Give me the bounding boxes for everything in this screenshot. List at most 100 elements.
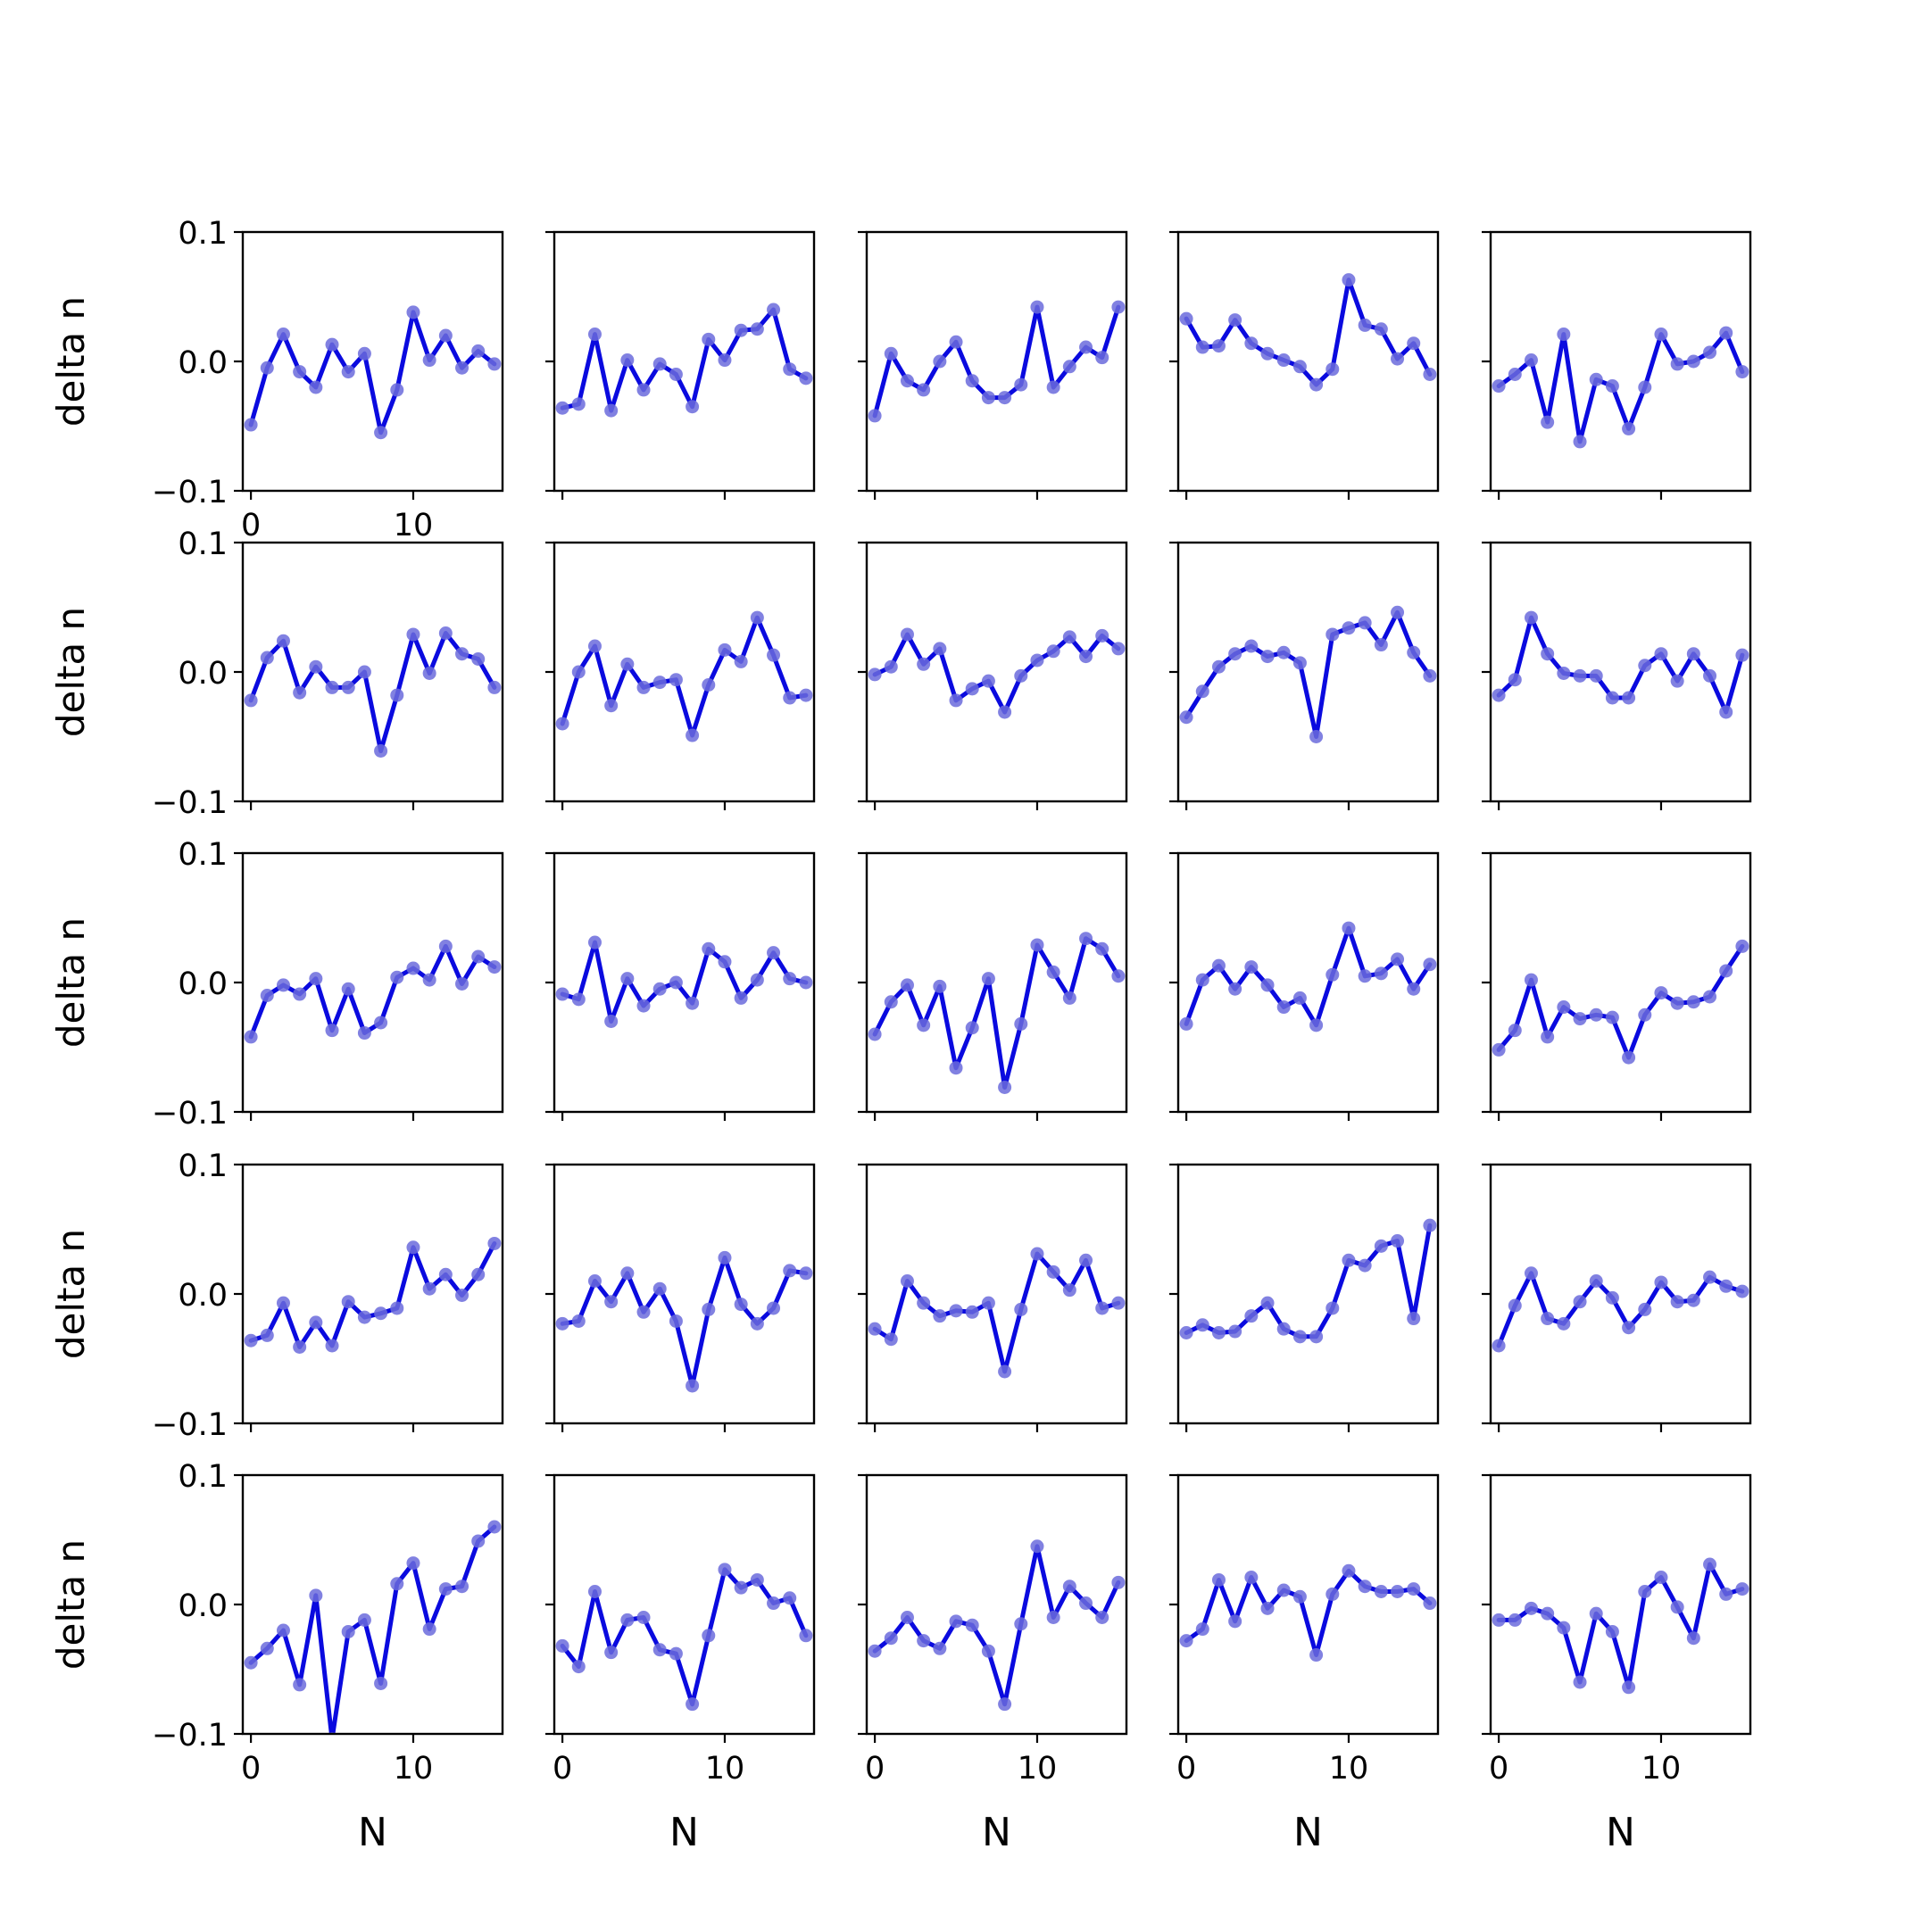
data-point	[652, 357, 667, 371]
data-point	[636, 999, 651, 1013]
data-point	[1423, 1218, 1437, 1232]
data-point	[1541, 1312, 1555, 1326]
data-point	[1557, 1000, 1571, 1015]
data-point	[1111, 969, 1126, 983]
data-point	[669, 368, 683, 381]
data-point	[1423, 958, 1437, 972]
data-point	[1557, 1316, 1571, 1331]
axes-frame	[1489, 541, 1752, 803]
data-point	[1326, 1301, 1340, 1315]
data-point	[1524, 973, 1538, 987]
data-point	[1095, 628, 1109, 643]
data-point	[1342, 273, 1356, 287]
data-point	[900, 627, 914, 642]
data-point	[1703, 345, 1717, 360]
data-point	[374, 1306, 388, 1321]
series-line	[248, 943, 497, 1040]
data-point	[917, 383, 931, 397]
series-group	[244, 1236, 502, 1354]
data-point	[868, 667, 882, 682]
data-point	[1179, 311, 1193, 326]
series-line	[1496, 615, 1745, 715]
data-point	[1211, 1572, 1226, 1587]
data-point	[652, 982, 667, 996]
axes-frame	[865, 541, 1128, 803]
data-point	[357, 1310, 371, 1324]
data-point	[933, 642, 947, 656]
data-point	[1719, 1587, 1733, 1601]
subplot-r0-c2	[858, 230, 1128, 500]
series-line	[560, 1567, 809, 1707]
data-point	[438, 1267, 453, 1281]
axes-frame	[865, 851, 1128, 1114]
data-point	[1391, 352, 1405, 366]
data-point	[884, 1631, 898, 1646]
data-point	[998, 391, 1012, 405]
data-point	[750, 1316, 764, 1331]
data-point	[1622, 1050, 1636, 1065]
data-point	[571, 665, 586, 679]
subplot-r4-c3: 0 10N	[1169, 1473, 1440, 1855]
data-point	[1703, 1270, 1717, 1284]
data-point	[309, 1315, 323, 1330]
series-group	[555, 935, 813, 1028]
y-tick-label: 0.0	[178, 1588, 228, 1624]
axes-frame	[1176, 541, 1440, 803]
data-point	[1423, 1596, 1437, 1611]
data-point	[1292, 991, 1307, 1005]
data-point	[1638, 659, 1652, 673]
data-point	[1079, 650, 1093, 664]
data-point	[587, 639, 602, 653]
data-point	[1735, 365, 1749, 379]
data-point	[1326, 967, 1340, 982]
subplot-r1-c1	[545, 541, 816, 810]
data-point	[390, 970, 404, 984]
data-point	[406, 961, 420, 975]
data-point	[767, 1301, 781, 1315]
data-point	[341, 365, 355, 379]
data-point	[1391, 605, 1405, 619]
data-point	[1228, 982, 1242, 996]
data-point	[669, 1646, 683, 1661]
data-point	[734, 323, 748, 337]
data-point	[917, 1296, 931, 1310]
data-point	[1244, 1309, 1259, 1323]
data-point	[1492, 1613, 1506, 1627]
data-point	[341, 1624, 355, 1638]
data-point	[1179, 1326, 1193, 1339]
data-point	[406, 627, 420, 642]
data-point	[933, 979, 947, 993]
data-point	[260, 361, 274, 375]
axes-frame	[241, 851, 504, 1114]
x-tick-label: 0	[1489, 1751, 1508, 1787]
series-line	[1184, 925, 1433, 1028]
data-point	[868, 1027, 882, 1041]
data-point	[1622, 1321, 1636, 1335]
x-tick-label: 0	[241, 508, 261, 543]
axes-frame	[1489, 1473, 1752, 1736]
subplot-r1-c3	[1169, 541, 1440, 810]
data-point	[1079, 932, 1093, 946]
data-point	[1573, 668, 1587, 683]
series-line	[872, 1544, 1121, 1707]
data-point	[669, 1314, 683, 1328]
axes-frame	[1176, 1473, 1440, 1736]
data-point	[276, 328, 290, 342]
data-point	[422, 973, 436, 987]
y-tick-label: 0.0	[178, 656, 228, 692]
axes-frame	[865, 1163, 1128, 1425]
x-tick-label: 10	[1329, 1751, 1369, 1787]
subplot-r3-c0: −0.1 0.0 0.1 delta n	[49, 1148, 504, 1443]
data-point	[1358, 969, 1372, 983]
data-point	[1228, 647, 1242, 661]
data-point	[604, 403, 619, 418]
data-point	[293, 987, 307, 1001]
data-point	[571, 1660, 586, 1674]
data-point	[1095, 1611, 1109, 1624]
data-point	[1703, 990, 1717, 1004]
data-point	[1195, 684, 1209, 699]
data-point	[1605, 379, 1619, 394]
axes-frame	[241, 541, 504, 803]
data-point	[587, 1585, 602, 1598]
data-point	[981, 1644, 995, 1658]
